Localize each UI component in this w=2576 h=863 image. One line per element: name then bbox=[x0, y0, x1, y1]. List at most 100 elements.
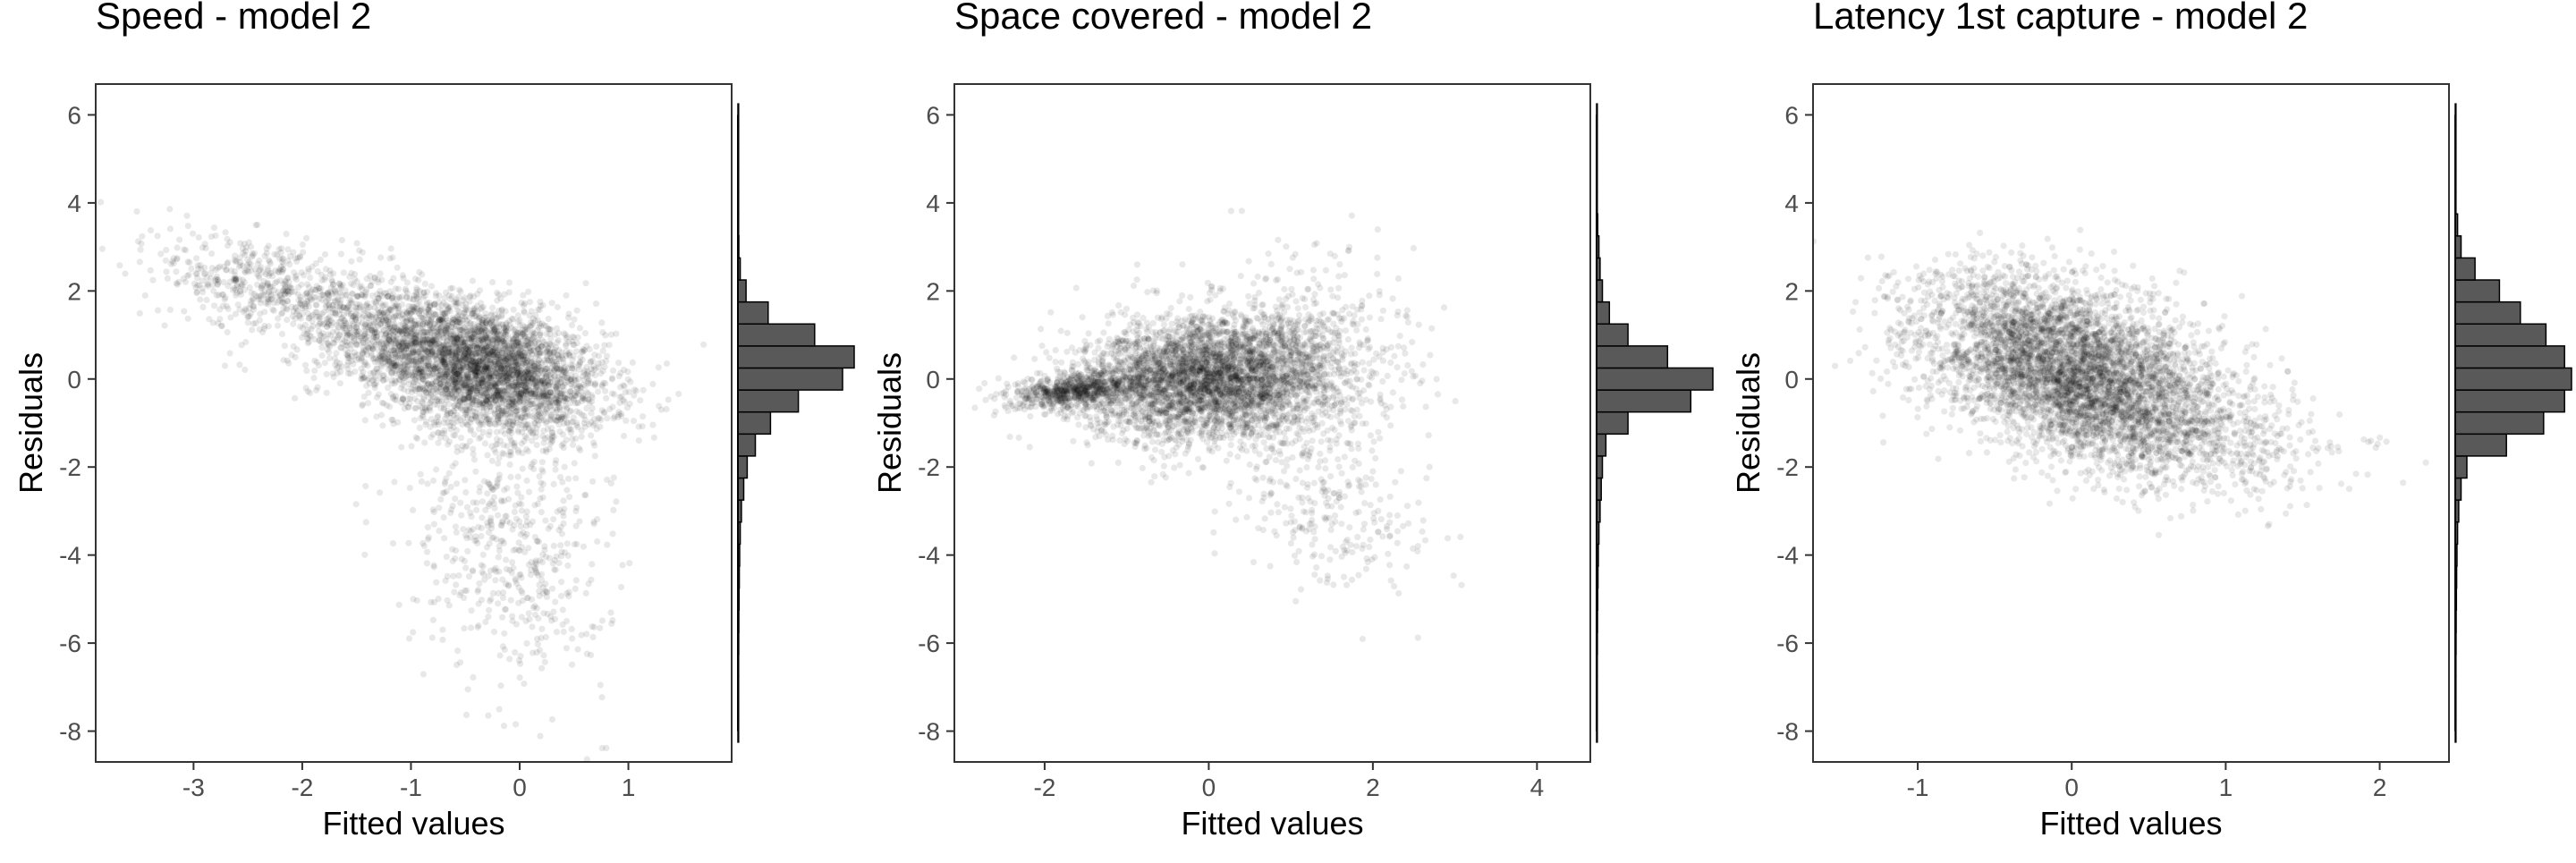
scatter-point bbox=[139, 233, 146, 240]
scatter-point bbox=[556, 390, 564, 397]
scatter-point bbox=[443, 475, 450, 482]
scatter-point bbox=[544, 347, 551, 354]
scatter-point bbox=[564, 486, 571, 494]
scatter-point bbox=[496, 368, 504, 375]
scatter-point bbox=[498, 307, 505, 314]
scatter-point bbox=[443, 377, 450, 385]
scatter-point bbox=[506, 520, 513, 527]
scatter-point bbox=[534, 368, 541, 375]
scatter-point bbox=[548, 715, 556, 723]
scatter-point bbox=[538, 625, 546, 632]
scatter-point bbox=[606, 342, 613, 349]
scatter-point bbox=[539, 480, 547, 488]
scatter-point bbox=[543, 407, 550, 414]
scatter-point bbox=[293, 346, 301, 353]
scatter-point bbox=[436, 341, 443, 348]
scatter-point bbox=[504, 372, 511, 379]
scatter-point bbox=[526, 615, 533, 623]
scatter-point bbox=[585, 377, 592, 384]
scatter-point bbox=[530, 315, 537, 322]
scatter-point bbox=[362, 519, 369, 526]
scatter-point bbox=[443, 371, 450, 379]
scatter-point bbox=[411, 395, 418, 402]
scatter-point bbox=[515, 500, 523, 507]
scatter-point bbox=[536, 306, 544, 314]
scatter-point bbox=[456, 326, 464, 334]
scatter-point bbox=[480, 478, 488, 485]
scatter-point bbox=[442, 360, 449, 368]
scatter-point bbox=[501, 646, 508, 654]
scatter-point bbox=[557, 393, 564, 400]
scatter-point bbox=[442, 387, 449, 394]
scatter-point bbox=[484, 365, 491, 372]
scatter-point bbox=[330, 373, 337, 380]
scatter-point bbox=[514, 407, 521, 414]
scatter-point bbox=[371, 382, 378, 389]
scatter-point bbox=[521, 394, 528, 402]
scatter-point bbox=[379, 422, 386, 429]
scatter-point bbox=[539, 468, 547, 476]
scatter-point bbox=[449, 381, 456, 388]
scatter-point bbox=[452, 495, 459, 503]
scatter-point bbox=[544, 426, 552, 433]
scatter-point bbox=[479, 354, 487, 361]
scatter-point bbox=[486, 399, 493, 406]
scatter-point bbox=[422, 311, 429, 319]
scatter-point bbox=[508, 315, 516, 322]
scatter-point bbox=[407, 309, 414, 317]
scatter-point bbox=[513, 415, 521, 422]
scatter-point bbox=[500, 372, 507, 379]
scatter-point bbox=[376, 339, 383, 346]
scatter-point bbox=[453, 351, 461, 358]
scatter-point bbox=[524, 595, 531, 602]
scatter-point bbox=[445, 393, 452, 400]
scatter-point bbox=[473, 499, 480, 506]
scatter-point bbox=[420, 368, 428, 375]
scatter-point bbox=[534, 377, 541, 384]
scatter-point bbox=[453, 661, 461, 669]
scatter-point bbox=[613, 498, 620, 505]
scatter-point bbox=[518, 386, 525, 393]
scatter-point bbox=[425, 351, 432, 358]
scatter-point bbox=[425, 534, 432, 541]
scatter-point bbox=[507, 473, 514, 481]
scatter-point bbox=[570, 414, 578, 421]
scatter-point bbox=[504, 387, 512, 394]
scatter-point bbox=[478, 378, 485, 385]
scatter-point bbox=[588, 398, 596, 405]
scatter-point bbox=[402, 353, 409, 360]
scatter-point bbox=[464, 686, 471, 693]
scatter-point bbox=[523, 477, 530, 485]
scatter-point bbox=[598, 319, 606, 326]
scatter-point bbox=[591, 381, 598, 388]
scatter-point bbox=[513, 483, 521, 490]
scatter-point bbox=[511, 442, 518, 449]
scatter-point bbox=[499, 363, 506, 370]
scatter-point bbox=[497, 682, 504, 690]
scatter-point bbox=[394, 305, 402, 312]
scatter-point bbox=[504, 405, 511, 412]
scatter-point bbox=[590, 415, 597, 423]
scatter-point bbox=[445, 346, 452, 353]
scatter-point bbox=[411, 349, 419, 356]
scatter-point bbox=[593, 343, 600, 351]
scatter-point bbox=[355, 333, 362, 340]
scatter-point bbox=[479, 304, 486, 311]
scatter-point bbox=[521, 387, 529, 394]
scatter-point bbox=[581, 423, 589, 430]
scatter-point bbox=[488, 316, 496, 323]
scatter-point bbox=[577, 354, 584, 361]
scatter-point bbox=[402, 322, 409, 329]
scatter-point bbox=[419, 358, 428, 365]
scatter-point bbox=[425, 390, 432, 397]
scatter-point bbox=[465, 389, 473, 396]
scatter-point bbox=[359, 351, 367, 358]
scatter-point bbox=[557, 542, 564, 549]
scatter-point bbox=[519, 465, 526, 472]
scatter-point bbox=[431, 300, 438, 308]
scatter-point bbox=[502, 331, 509, 338]
scatter-point bbox=[250, 320, 257, 327]
scatter-point bbox=[436, 504, 443, 512]
scatter-point bbox=[626, 401, 633, 408]
scatter-point bbox=[463, 358, 470, 365]
